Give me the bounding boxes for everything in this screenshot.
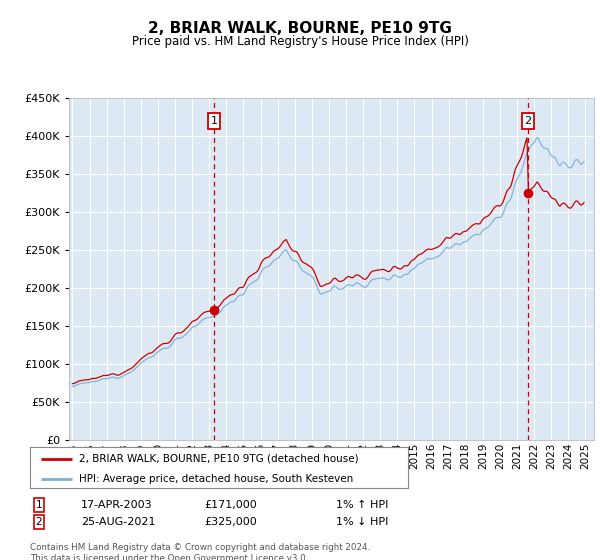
Text: Contains HM Land Registry data © Crown copyright and database right 2024.
This d: Contains HM Land Registry data © Crown c…	[30, 543, 370, 560]
Text: £325,000: £325,000	[204, 517, 257, 527]
Text: 2, BRIAR WALK, BOURNE, PE10 9TG (detached house): 2, BRIAR WALK, BOURNE, PE10 9TG (detache…	[79, 454, 359, 464]
Text: 2: 2	[35, 517, 43, 527]
Text: 1: 1	[211, 116, 218, 126]
Text: 2: 2	[524, 116, 532, 126]
Text: 1: 1	[35, 500, 43, 510]
Text: 1% ↓ HPI: 1% ↓ HPI	[336, 517, 388, 527]
Text: £171,000: £171,000	[204, 500, 257, 510]
Text: Price paid vs. HM Land Registry's House Price Index (HPI): Price paid vs. HM Land Registry's House …	[131, 35, 469, 48]
Text: 2, BRIAR WALK, BOURNE, PE10 9TG: 2, BRIAR WALK, BOURNE, PE10 9TG	[148, 21, 452, 36]
Text: 17-APR-2003: 17-APR-2003	[81, 500, 152, 510]
Text: 1% ↑ HPI: 1% ↑ HPI	[336, 500, 388, 510]
Text: HPI: Average price, detached house, South Kesteven: HPI: Average price, detached house, Sout…	[79, 474, 353, 484]
Text: 25-AUG-2021: 25-AUG-2021	[81, 517, 155, 527]
